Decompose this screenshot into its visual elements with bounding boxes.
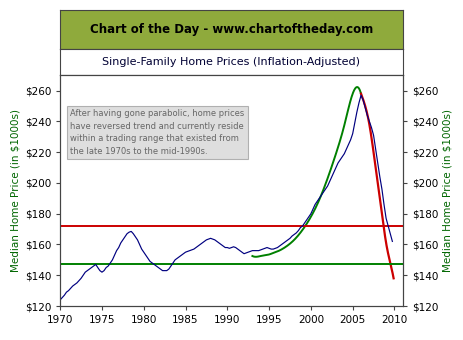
Y-axis label: Median Home Price (in $1000s): Median Home Price (in $1000s) — [11, 109, 21, 272]
Text: Chart of the Day - www.chartoftheday.com: Chart of the Day - www.chartoftheday.com — [90, 23, 373, 36]
Y-axis label: Median Home Price (in $1000s): Median Home Price (in $1000s) — [442, 109, 452, 272]
Text: After having gone parabolic, home prices
have reversed trend and currently resid: After having gone parabolic, home prices… — [70, 109, 244, 156]
Text: Single-Family Home Prices (Inflation-Adjusted): Single-Family Home Prices (Inflation-Adj… — [102, 57, 361, 67]
